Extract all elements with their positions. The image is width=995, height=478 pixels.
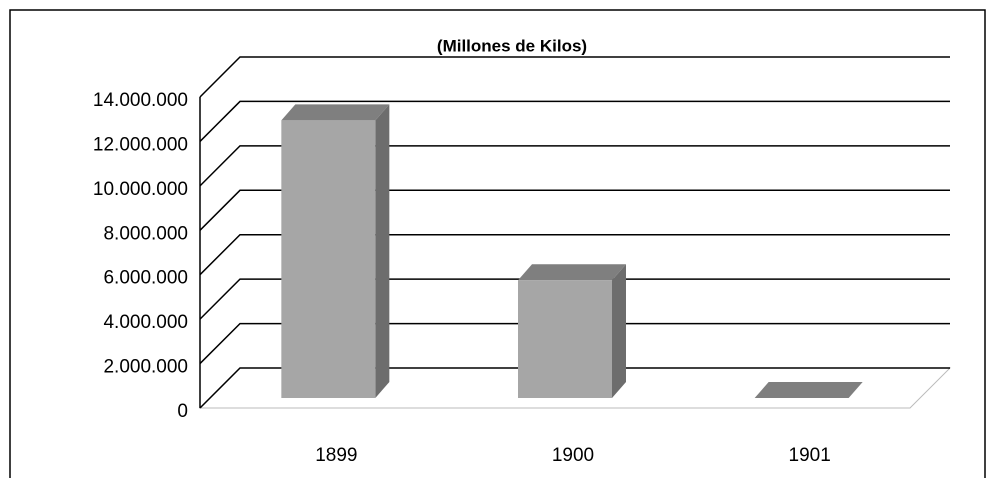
- grid-line: [199, 367, 950, 409]
- y-tick-label: 14.000.000: [93, 90, 188, 111]
- grid-line: [199, 145, 950, 187]
- y-tick-label: 6.000.000: [103, 268, 188, 289]
- y-tick-label: 8.000.000: [103, 223, 188, 244]
- grid-line: [199, 189, 950, 231]
- grid-line: [199, 278, 950, 320]
- grid-line: [199, 322, 950, 365]
- chart-title: (Millones de Kilos): [437, 36, 587, 55]
- bar: [281, 120, 376, 399]
- bar-side: [375, 104, 390, 399]
- grid-line: [199, 100, 950, 142]
- grid-line: [199, 56, 950, 98]
- y-tick-label: 0: [177, 401, 188, 422]
- y-tick-label: 4.000.000: [103, 312, 188, 333]
- bar-top: [281, 104, 390, 121]
- bar: [518, 280, 612, 398]
- grid-line: [199, 233, 950, 276]
- y-tick-label: 2.000.000: [103, 357, 188, 378]
- x-tick-label: 1900: [552, 445, 594, 466]
- bar-side: [612, 264, 626, 398]
- bar-top: [518, 264, 626, 281]
- y-tick-label: 10.000.000: [93, 179, 188, 200]
- bar-top: [754, 382, 863, 398]
- frame: [9, 9, 986, 478]
- x-tick-label: 1899: [315, 445, 357, 466]
- y-tick-label: 12.000.000: [93, 134, 188, 155]
- x-tick-label: 1901: [789, 445, 831, 466]
